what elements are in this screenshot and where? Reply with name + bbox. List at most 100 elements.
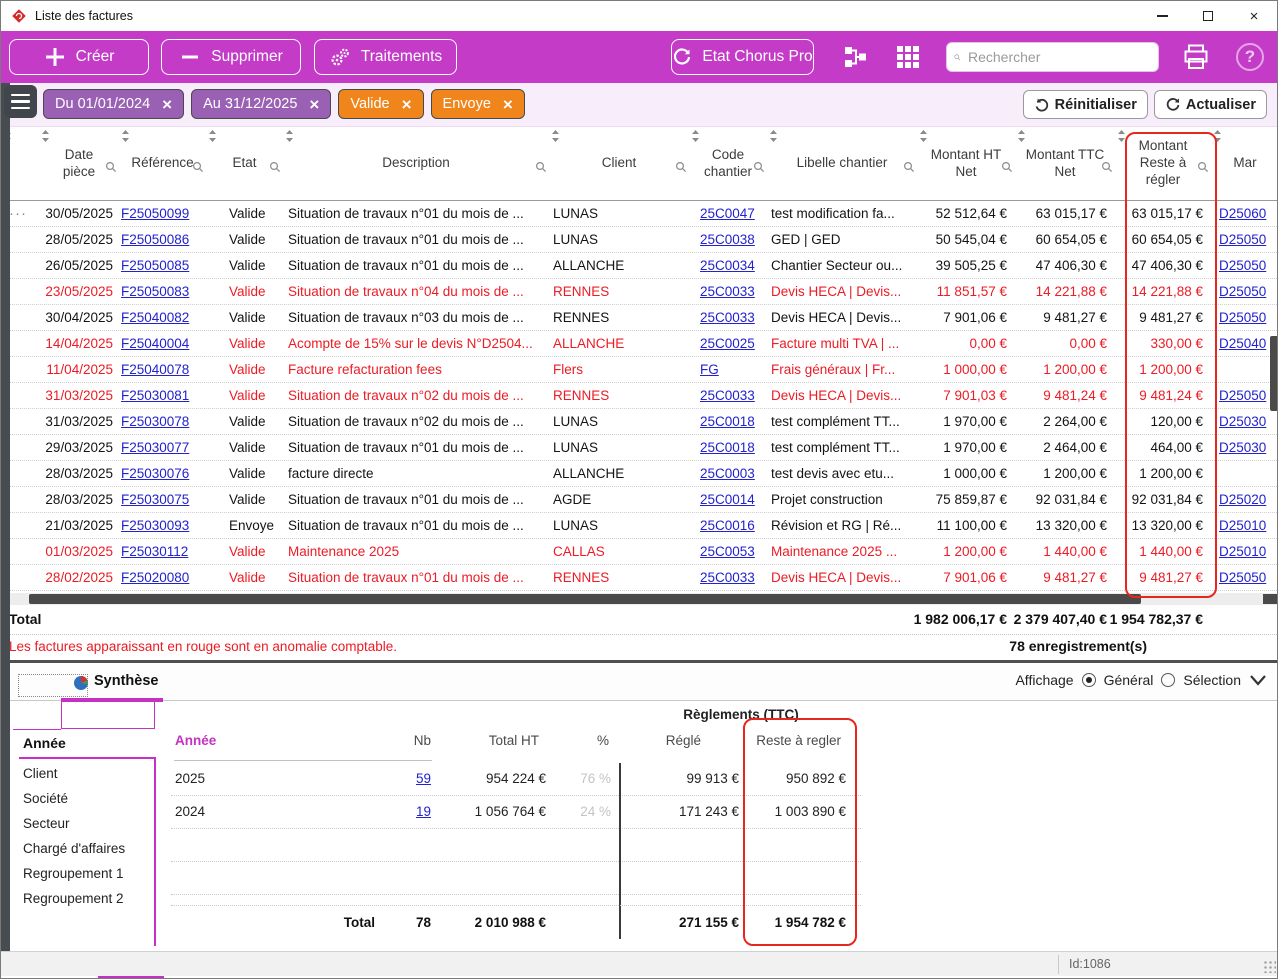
column-search-icon[interactable] — [675, 161, 687, 173]
invoice-row[interactable]: 01/03/2025 F25030112 Valide Maintenance … — [1, 539, 1278, 565]
vertical-scrollbar-thumb[interactable] — [1270, 336, 1278, 411]
sort-icon[interactable] — [121, 130, 130, 142]
invoice-row[interactable]: 28/02/2025 F25020080 Valide Situation de… — [1, 565, 1278, 591]
site-code-link[interactable]: 25C0053 — [700, 544, 755, 559]
synthesis-row[interactable] — [171, 862, 861, 895]
market-link[interactable]: D25050 — [1219, 570, 1266, 585]
column-header[interactable]: Etat — [206, 127, 283, 200]
print-icon[interactable] — [1181, 42, 1211, 72]
filter-chip[interactable]: Envoye × — [431, 89, 525, 119]
synthesis-row[interactable]: 2025 59 954 224 € 76 % 99 913 € 950 892 … — [171, 763, 861, 796]
delete-button[interactable]: Supprimer — [161, 39, 301, 75]
site-code-link[interactable]: 25C0033 — [700, 388, 755, 403]
site-code-link[interactable]: 25C0038 — [700, 232, 755, 247]
market-link[interactable]: D25010 — [1219, 544, 1266, 559]
column-search-icon[interactable] — [269, 161, 281, 173]
close-button[interactable]: × — [1231, 1, 1277, 31]
market-link[interactable]: D25050 — [1219, 284, 1266, 299]
sort-icon[interactable] — [41, 130, 50, 142]
resize-grip[interactable] — [1263, 960, 1276, 973]
reset-filters-button[interactable]: Réinitialiser — [1023, 90, 1148, 119]
column-header[interactable]: Libelle chantier — [767, 127, 917, 200]
sort-icon[interactable] — [208, 130, 217, 142]
menu-burger-button[interactable] — [4, 85, 37, 118]
invoice-reference-link[interactable]: F25020080 — [121, 570, 189, 585]
invoice-row[interactable]: ··· 30/05/2025 F25050099 Valide Situatio… — [1, 201, 1278, 227]
site-code-link[interactable]: 25C0025 — [700, 336, 755, 351]
column-search-icon[interactable] — [1197, 161, 1209, 173]
chip-remove-icon[interactable]: × — [162, 96, 172, 113]
category-selected[interactable]: Année — [23, 735, 66, 751]
market-link[interactable]: D25050 — [1219, 258, 1266, 273]
invoice-reference-link[interactable]: F25050086 — [121, 232, 189, 247]
invoice-reference-link[interactable]: F25030112 — [121, 544, 188, 559]
column-header[interactable]: Description — [283, 127, 549, 200]
market-link[interactable]: D25050 — [1219, 310, 1266, 325]
chip-remove-icon[interactable]: × — [402, 96, 412, 113]
sort-icon[interactable] — [769, 130, 778, 142]
invoice-row[interactable]: 31/03/2025 F25030081 Valide Situation de… — [1, 383, 1278, 409]
nb-link[interactable]: 59 — [416, 771, 431, 786]
invoice-reference-link[interactable]: F25030093 — [121, 518, 189, 533]
invoice-row[interactable]: 23/05/2025 F25050083 Valide Situation de… — [1, 279, 1278, 305]
invoice-reference-link[interactable]: F25040004 — [121, 336, 189, 351]
invoice-row[interactable]: 14/04/2025 F25040004 Valide Acompte de 1… — [1, 331, 1278, 357]
sort-icon[interactable] — [285, 130, 294, 142]
sort-icon[interactable] — [919, 130, 928, 142]
column-header[interactable]: Montant HT Net — [917, 127, 1015, 200]
maximize-button[interactable] — [1185, 1, 1231, 31]
horizontal-scrollbar[interactable] — [1, 593, 1278, 605]
site-code-link[interactable]: FG — [700, 362, 719, 377]
col-nb[interactable]: Nb — [414, 733, 431, 748]
category-item[interactable]: Chargé d'affaires — [23, 836, 148, 861]
column-search-icon[interactable] — [192, 161, 204, 173]
site-code-link[interactable]: 25C0016 — [700, 518, 755, 533]
invoice-reference-link[interactable]: F25030075 — [121, 492, 189, 507]
radio-selection[interactable] — [1161, 673, 1175, 687]
market-link[interactable]: D25050 — [1219, 388, 1266, 403]
site-code-link[interactable]: 25C0018 — [700, 440, 755, 455]
minimize-button[interactable] — [1139, 1, 1185, 31]
site-code-link[interactable]: 25C0047 — [700, 206, 755, 221]
grid-view-icon[interactable] — [894, 43, 922, 71]
create-button[interactable]: Créer — [9, 39, 149, 75]
refresh-button[interactable]: Actualiser — [1154, 90, 1267, 119]
invoice-row[interactable]: 30/04/2025 F25040082 Valide Situation de… — [1, 305, 1278, 331]
col-total-ht[interactable]: Total HT — [489, 733, 539, 748]
filter-chip[interactable]: Valide × — [338, 89, 423, 119]
column-header[interactable]: Montant TTC Net — [1015, 127, 1115, 200]
tab-synthese[interactable]: Synthèse — [94, 673, 158, 689]
chorus-pro-button[interactable]: Etat Chorus Pro — [671, 39, 814, 75]
col-reste[interactable]: Reste à regler — [756, 733, 841, 748]
invoice-row[interactable]: 28/05/2025 F25050086 Valide Situation de… — [1, 227, 1278, 253]
column-search-icon[interactable] — [753, 161, 765, 173]
search-input[interactable] — [966, 48, 1151, 66]
nb-link[interactable]: 19 — [416, 804, 431, 819]
help-icon[interactable]: ? — [1236, 43, 1264, 71]
invoice-reference-link[interactable]: F25030078 — [121, 414, 189, 429]
column-search-icon[interactable] — [903, 161, 915, 173]
invoice-reference-link[interactable]: F25030081 — [121, 388, 189, 403]
site-code-link[interactable]: 25C0018 — [700, 414, 755, 429]
col-regle[interactable]: Réglé — [666, 733, 701, 748]
chip-remove-icon[interactable]: × — [503, 96, 513, 113]
sort-icon[interactable] — [1117, 130, 1126, 142]
sort-icon[interactable] — [1017, 130, 1026, 142]
column-search-icon[interactable] — [1001, 161, 1013, 173]
hierarchy-view-icon[interactable] — [841, 43, 869, 71]
column-header[interactable]: Référence — [119, 127, 206, 200]
market-link[interactable]: D25030 — [1219, 414, 1266, 429]
invoice-reference-link[interactable]: F25030077 — [121, 440, 189, 455]
col-pct[interactable]: % — [597, 733, 609, 748]
synthesis-row[interactable]: 2024 19 1 056 764 € 24 % 171 243 € 1 003… — [171, 796, 861, 829]
market-link[interactable]: D25060 — [1219, 206, 1266, 221]
site-code-link[interactable]: 25C0003 — [700, 466, 755, 481]
horizontal-scrollbar-thumb[interactable] — [29, 594, 1141, 604]
invoice-reference-link[interactable]: F25050099 — [121, 206, 189, 221]
column-header[interactable]: Date pièce — [39, 127, 119, 200]
category-item[interactable]: Société — [23, 786, 148, 811]
category-item[interactable]: Regroupement 2 — [23, 886, 148, 911]
category-item[interactable]: Client — [23, 761, 148, 786]
site-code-link[interactable]: 25C0033 — [700, 570, 755, 585]
market-link[interactable]: D25040 — [1219, 336, 1266, 351]
